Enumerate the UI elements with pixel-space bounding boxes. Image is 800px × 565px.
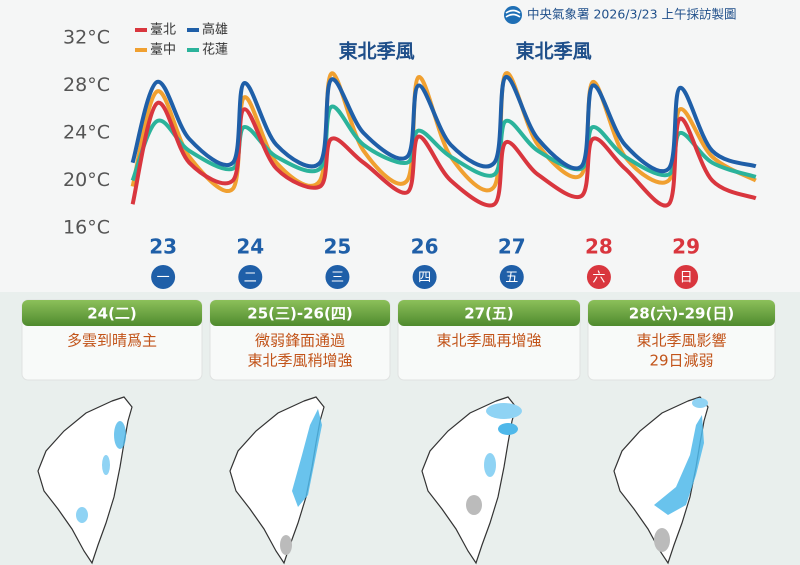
legend-label: 花蓮 <box>202 42 228 58</box>
panel-title: 24(二) <box>87 305 137 323</box>
chart-background <box>0 0 800 292</box>
legend-label: 臺北 <box>150 23 176 38</box>
panel-title: 25(三)-26(四) <box>247 305 352 323</box>
weekday-badge <box>499 265 524 289</box>
weekday-badge <box>412 265 437 289</box>
panel-text: 29日減弱 <box>649 352 713 370</box>
panel-header <box>210 300 390 326</box>
annotation: 東北季風 <box>339 40 415 63</box>
x-tick-label: 26 <box>411 235 439 259</box>
weekday-label: 二 <box>244 271 257 286</box>
weekday-badge <box>586 265 611 289</box>
map <box>421 396 522 564</box>
panel-text: 東北季風稍增強 <box>247 352 352 370</box>
y-tick-label: 32°C <box>63 27 110 49</box>
weekday-label: 五 <box>505 271 518 286</box>
map <box>37 396 133 564</box>
panel-text: 東北季風再增強 <box>436 332 541 350</box>
y-tick-label: 16°C <box>63 217 110 239</box>
panel-header <box>22 300 202 326</box>
weekday-badge <box>674 265 699 289</box>
legend-label: 高雄 <box>202 22 228 38</box>
panel-header <box>588 300 775 326</box>
weekday-label: 四 <box>418 271 431 286</box>
x-tick-label: 25 <box>324 235 352 259</box>
x-tick-label: 29 <box>672 235 700 259</box>
x-tick-label: 28 <box>585 235 613 259</box>
y-tick-label: 28°C <box>63 74 110 96</box>
panel-title: 28(六)-29(日) <box>629 305 734 323</box>
panel-header <box>398 300 580 326</box>
weekday-label: 三 <box>331 271 344 286</box>
series-line <box>130 100 757 208</box>
x-tick-label: 24 <box>236 235 264 259</box>
panel-text: 多雲到晴爲主 <box>67 332 157 350</box>
panel-text: 東北季風影響 <box>636 332 726 350</box>
weekday-badge <box>151 265 176 289</box>
panel-title: 27(五) <box>464 305 514 323</box>
weekday-label: 日 <box>680 271 693 286</box>
panel-text: 微弱鋒面通過 <box>255 332 345 350</box>
map <box>229 396 325 564</box>
weekday-label: 一 <box>157 271 170 286</box>
line-chart: 16°C 20°C 24°C 28°C 32°C 23 一 24 二 25 三 26 四 27 五 28 六 29… <box>63 22 757 289</box>
y-tick-label: 24°C <box>63 122 110 144</box>
maps <box>37 396 709 564</box>
header-title: 中央氣象署 2026/3/23 上午採訪製圖 <box>527 7 737 22</box>
weekday-badge <box>325 265 350 289</box>
map <box>613 396 709 564</box>
annotation: 東北季風 <box>516 40 592 63</box>
x-tick-label: 23 <box>149 235 177 259</box>
weekday-label: 六 <box>592 271 605 286</box>
y-tick-label: 20°C <box>63 169 110 191</box>
legend-label: 臺中 <box>150 43 176 58</box>
weekday-badge <box>238 265 263 289</box>
x-tick-label: 27 <box>498 235 526 259</box>
logo <box>504 6 522 24</box>
series-line <box>130 75 757 173</box>
